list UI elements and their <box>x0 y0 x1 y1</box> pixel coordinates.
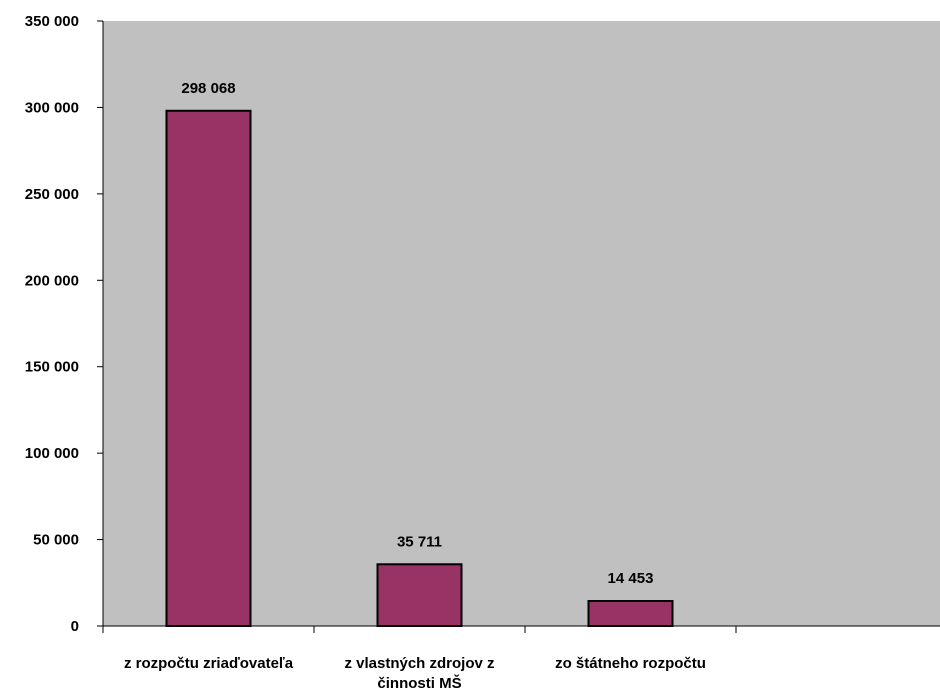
x-category-label: z rozpočtu zriaďovateľa <box>124 655 294 672</box>
bar <box>376 563 463 628</box>
y-tick-label: 200 000 <box>25 272 79 289</box>
data-label: 14 453 <box>608 570 654 587</box>
y-tick-label: 100 000 <box>25 445 79 462</box>
y-tick-label: 50 000 <box>33 532 79 549</box>
y-tick-label: 150 000 <box>25 359 79 376</box>
y-tick-label: 0 <box>71 618 79 635</box>
y-tick-label: 250 000 <box>25 186 79 203</box>
y-tick-label: 350 000 <box>25 13 79 30</box>
bar <box>587 600 674 628</box>
data-label: 35 711 <box>397 533 442 550</box>
x-category-label: zo štátneho rozpočtu <box>555 655 706 672</box>
bar <box>165 109 252 627</box>
data-label: 298 068 <box>181 80 235 97</box>
y-tick-label: 300 000 <box>25 99 79 116</box>
x-category-label: z vlastných zdrojov z činnosti MŠ <box>344 655 494 692</box>
